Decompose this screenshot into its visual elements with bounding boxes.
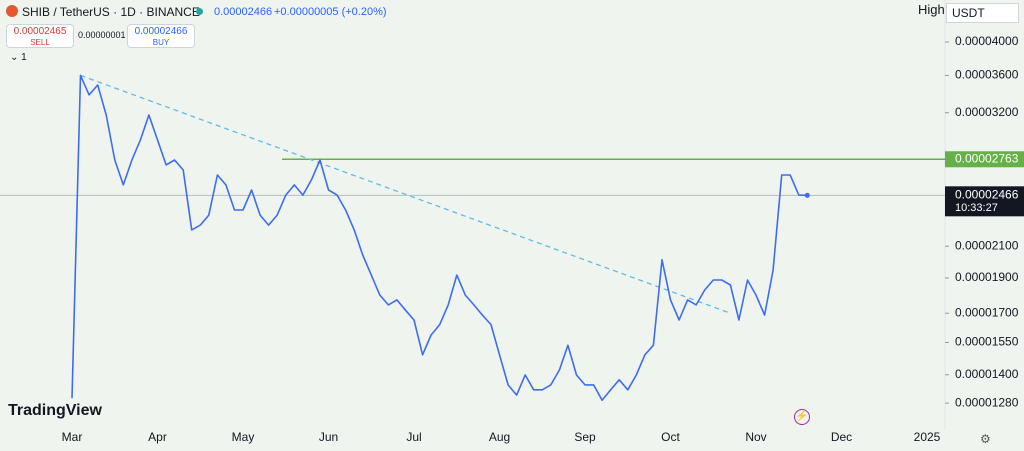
brand: TradingView bbox=[8, 402, 102, 419]
y-tick-label: 0.00001900 bbox=[955, 270, 1019, 284]
symbol-icon bbox=[6, 5, 18, 17]
x-tick-label: Dec bbox=[831, 430, 852, 444]
x-tick-label: Jul bbox=[406, 430, 421, 444]
x-tick-label: Apr bbox=[148, 430, 167, 444]
trend-line bbox=[80, 74, 731, 314]
level-badge bbox=[945, 151, 1024, 168]
price-label: 0.00002466 bbox=[955, 187, 1019, 201]
settings-icon[interactable]: ⚙ bbox=[980, 432, 991, 446]
x-tick-label: May bbox=[232, 430, 255, 444]
sell-button[interactable]: 0.00002465 SELL bbox=[6, 24, 74, 48]
price-badge bbox=[945, 186, 1024, 217]
y-tick-label: 0.00004000 bbox=[955, 34, 1019, 48]
change: +0.00000005 (+0.20%) bbox=[274, 6, 387, 18]
level-label: 0.00002763 bbox=[955, 151, 1019, 165]
buy-label: BUY bbox=[152, 38, 170, 47]
currency-select[interactable]: USDT bbox=[946, 3, 1019, 23]
buy-price: 0.00002466 bbox=[134, 26, 188, 37]
y-tick-label: 0.00001700 bbox=[955, 305, 1019, 319]
x-tick-label: Jun bbox=[319, 430, 338, 444]
spread: 0.00000001 bbox=[78, 30, 126, 40]
x-tick-label: Sep bbox=[574, 430, 596, 444]
x-tick-label: 2025 bbox=[914, 430, 941, 444]
y-tick-label: 0.00001400 bbox=[955, 367, 1019, 381]
y-tick-label: 0.00003600 bbox=[955, 68, 1019, 82]
indicator-toggle[interactable]: ⌄ 1 bbox=[10, 52, 27, 63]
price: 0.00002466 bbox=[214, 6, 273, 18]
y-tick-label: 0.00001280 bbox=[955, 395, 1019, 409]
y-tick-label: 0.00003200 bbox=[955, 105, 1019, 119]
sell-price: 0.00002465 bbox=[13, 26, 67, 37]
x-tick-label: Nov bbox=[745, 430, 766, 444]
price-line-series bbox=[71, 74, 808, 401]
sell-label: SELL bbox=[30, 38, 50, 47]
x-tick-label: Aug bbox=[489, 430, 510, 444]
x-tick-label: Mar bbox=[62, 430, 83, 444]
y-tick-label: 0.00001550 bbox=[955, 335, 1019, 349]
scale-mode[interactable]: High bbox=[918, 2, 945, 17]
x-tick-label: Oct bbox=[661, 430, 680, 444]
alert-icon[interactable]: ⚡ bbox=[794, 409, 810, 425]
indicator-count: 1 bbox=[21, 52, 27, 63]
status-dot bbox=[196, 8, 203, 15]
last-point bbox=[804, 192, 810, 198]
symbol[interactable]: SHIB / TetherUS · 1D · BINANCE bbox=[22, 5, 200, 19]
y-tick-label: 0.00002100 bbox=[955, 238, 1019, 252]
buy-button[interactable]: 0.00002466 BUY bbox=[127, 24, 195, 48]
price-time: 10:33:27 bbox=[955, 202, 998, 214]
